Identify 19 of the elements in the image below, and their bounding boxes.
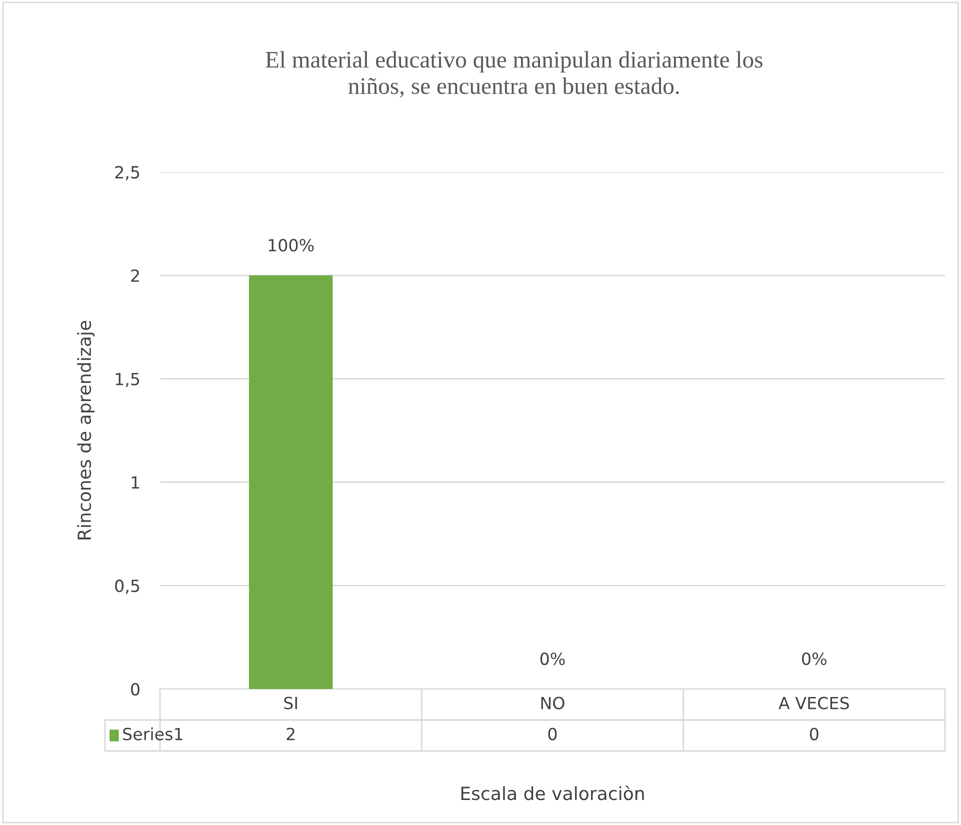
x-tick-label: NO <box>541 696 564 710</box>
text: 0% <box>540 652 565 666</box>
x-tick-label: A VECES <box>778 696 849 710</box>
y-tick-label: 1 <box>132 476 140 489</box>
y-tick-label: 0 <box>131 682 140 696</box>
y-tick-label: 0,5 <box>115 580 140 594</box>
x-tick-label: SI <box>284 696 297 710</box>
y-axis-title: Rincones de aprendizaje <box>77 320 95 540</box>
y-tick-label: 1,5 <box>116 372 140 388</box>
y-tick-label: 2 <box>131 269 139 282</box>
chart-title: El material educativo que manipulan diariamente los niños, se encuentra en buen estado. <box>266 51 762 98</box>
legend-label: Series1 <box>123 727 182 740</box>
y-tick-label: 2,5 <box>115 166 140 180</box>
text: 0% <box>802 652 826 666</box>
data-label: 2 <box>286 728 294 740</box>
data-label: 0 <box>548 728 557 740</box>
data-label: 0 <box>810 728 818 740</box>
x-axis-title: Escala de valoraciòn <box>461 786 644 800</box>
text: 100% <box>268 238 314 252</box>
